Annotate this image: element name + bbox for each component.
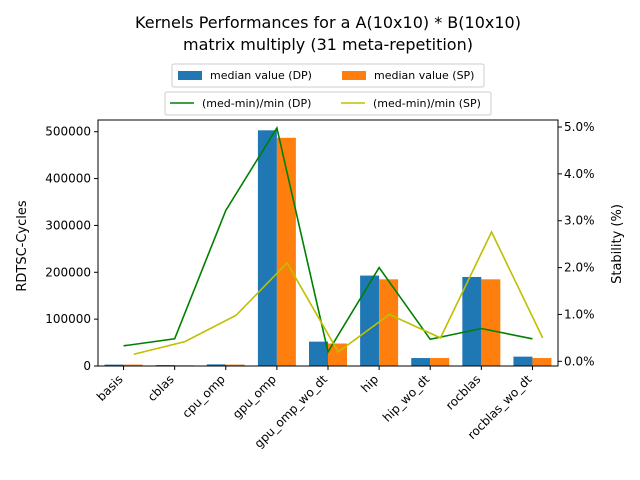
y-tick-label: 500000 xyxy=(45,125,91,139)
y-axis-label: RDTSC-Cycles xyxy=(15,200,30,292)
line-legend: (med-min)/min (DP) (med-min)/min (SP) xyxy=(164,91,492,116)
legend-sp-bar-label: median value (SP) xyxy=(374,69,474,82)
bar-sp-gpu_omp xyxy=(276,137,296,366)
bar-sp-hip_wo_dt xyxy=(430,358,450,366)
line-sp xyxy=(133,230,544,356)
bar-sp-rocblas xyxy=(481,279,501,366)
legend-dp-bar-swatch xyxy=(178,71,202,80)
plot-area: 0 100000 200000 300000 400000 500000 0.0% 1.0% 2… xyxy=(45,119,595,451)
bar-dp-hip_wo_dt xyxy=(411,358,431,366)
bar-sp-rocblas_wo_dt xyxy=(532,358,552,366)
y2-tick-label: 3.0% xyxy=(564,214,595,228)
x-tick-label: cblas xyxy=(145,372,177,404)
y-tick-label: 200000 xyxy=(45,265,91,279)
bar-dp-gpu_omp_wo_dt xyxy=(309,341,328,366)
bar-dp-cpu_omp xyxy=(206,364,226,366)
x-tick-label: hip xyxy=(358,372,381,395)
bar-sp-hip xyxy=(379,279,399,366)
bar-dp-gpu_omp xyxy=(257,130,277,366)
y2-axis-label: Stability (%) xyxy=(610,204,625,284)
y-tick-label: 400000 xyxy=(45,172,91,186)
bar-dp-rocblas_wo_dt xyxy=(513,356,533,366)
x-tick-label: cpu_omp xyxy=(179,372,227,420)
bar-dp-hip xyxy=(360,275,380,366)
bar-sp-cpu_omp xyxy=(225,364,245,366)
y2-tick-label: 0.0% xyxy=(564,354,595,368)
bar-legend: median value (DP) median value (SP) xyxy=(171,63,485,88)
line-dp xyxy=(123,125,533,355)
x-tick-label: hip_wo_dt xyxy=(380,372,433,425)
y-tick-label: 100000 xyxy=(45,312,91,326)
x-tick-label: gpu_omp xyxy=(230,372,279,421)
y2-tick-label: 2.0% xyxy=(564,261,595,275)
chart-title-line1: Kernels Performances for a A(10x10) * B(… xyxy=(135,13,521,32)
y2-tick-label: 4.0% xyxy=(564,167,595,181)
bar-dp-basis xyxy=(104,364,124,366)
y2-tick-label: 5.0% xyxy=(564,120,595,134)
bar-dp-rocblas xyxy=(462,276,482,366)
y-tick-label: 300000 xyxy=(45,218,91,232)
chart-title-line2: matrix multiply (31 meta-repetition) xyxy=(183,35,473,54)
x-tick-label: rocblas xyxy=(443,372,483,412)
y2-tick-label: 1.0% xyxy=(564,307,595,321)
bar-sp-basis xyxy=(123,364,143,366)
legend-sp-bar-swatch xyxy=(342,71,366,80)
legend-dp-line-label: (med-min)/min (DP) xyxy=(202,97,311,110)
legend-dp-bar-label: median value (DP) xyxy=(210,69,312,82)
y-tick-label: 0 xyxy=(83,359,91,373)
legend-sp-line-label: (med-min)/min (SP) xyxy=(373,97,481,110)
x-tick-label: basis xyxy=(94,372,126,404)
